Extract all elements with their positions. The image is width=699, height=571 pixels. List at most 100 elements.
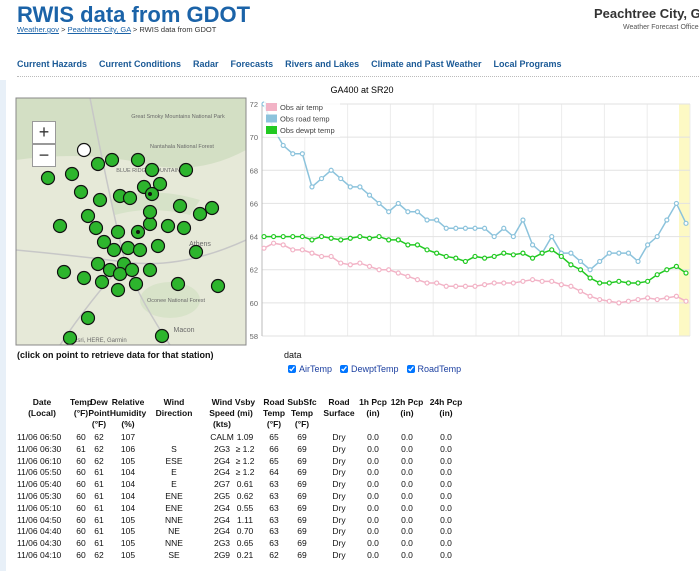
- station-marker[interactable]: [152, 240, 165, 253]
- data-point[interactable]: [406, 274, 410, 278]
- station-marker[interactable]: [134, 244, 147, 257]
- data-point[interactable]: [655, 273, 659, 277]
- data-point[interactable]: [291, 152, 295, 156]
- data-point[interactable]: [492, 235, 496, 239]
- station-marker[interactable]: [82, 210, 95, 223]
- station-marker[interactable]: [94, 194, 107, 207]
- data-point[interactable]: [483, 256, 487, 260]
- data-point[interactable]: [473, 226, 477, 230]
- data-point[interactable]: [483, 283, 487, 287]
- station-marker[interactable]: [146, 164, 159, 177]
- data-point[interactable]: [626, 251, 630, 255]
- station-marker[interactable]: [180, 164, 193, 177]
- data-point[interactable]: [674, 264, 678, 268]
- data-point[interactable]: [559, 254, 563, 258]
- toggle-label[interactable]: RoadTemp: [418, 364, 462, 374]
- station-marker[interactable]: [58, 266, 71, 279]
- data-point[interactable]: [415, 278, 419, 282]
- station-marker[interactable]: [194, 208, 207, 221]
- data-point[interactable]: [377, 268, 381, 272]
- data-point[interactable]: [579, 268, 583, 272]
- data-point[interactable]: [588, 294, 592, 298]
- station-marker-selected[interactable]: [78, 144, 91, 157]
- station-marker[interactable]: [66, 168, 79, 181]
- data-point[interactable]: [387, 238, 391, 242]
- data-point[interactable]: [521, 218, 525, 222]
- data-point[interactable]: [531, 256, 535, 260]
- data-point[interactable]: [329, 236, 333, 240]
- data-point[interactable]: [502, 251, 506, 255]
- data-point[interactable]: [454, 284, 458, 288]
- station-marker[interactable]: [178, 222, 191, 235]
- data-point[interactable]: [387, 210, 391, 214]
- data-point[interactable]: [435, 218, 439, 222]
- data-point[interactable]: [502, 226, 506, 230]
- data-point[interactable]: [502, 281, 506, 285]
- data-point[interactable]: [339, 238, 343, 242]
- data-point[interactable]: [559, 283, 563, 287]
- data-point[interactable]: [483, 226, 487, 230]
- station-marker[interactable]: [106, 154, 119, 167]
- data-point[interactable]: [540, 279, 544, 283]
- data-point[interactable]: [406, 210, 410, 214]
- data-point[interactable]: [674, 201, 678, 205]
- data-point[interactable]: [569, 263, 573, 267]
- data-point[interactable]: [492, 254, 496, 258]
- toggle[interactable]: AirTemp: [288, 364, 332, 374]
- checkbox[interactable]: [407, 365, 415, 373]
- data-point[interactable]: [617, 301, 621, 305]
- data-point[interactable]: [339, 177, 343, 181]
- data-point[interactable]: [358, 261, 362, 265]
- station-marker[interactable]: [144, 206, 157, 219]
- station-marker[interactable]: [156, 330, 169, 343]
- data-point[interactable]: [646, 296, 650, 300]
- data-point[interactable]: [511, 235, 515, 239]
- data-point[interactable]: [320, 254, 324, 258]
- data-point[interactable]: [339, 261, 343, 265]
- data-point[interactable]: [646, 243, 650, 247]
- data-point[interactable]: [550, 279, 554, 283]
- data-point[interactable]: [684, 299, 688, 303]
- data-point[interactable]: [588, 268, 592, 272]
- station-marker[interactable]: [212, 280, 225, 293]
- data-point[interactable]: [291, 248, 295, 252]
- station-marker[interactable]: [64, 332, 77, 345]
- data-point[interactable]: [310, 251, 314, 255]
- checkbox[interactable]: [288, 365, 296, 373]
- data-point[interactable]: [262, 235, 266, 239]
- zoom-in-button[interactable]: +: [32, 121, 56, 144]
- data-point[interactable]: [348, 185, 352, 189]
- data-point[interactable]: [435, 281, 439, 285]
- station-marker[interactable]: [112, 284, 125, 297]
- data-point[interactable]: [521, 251, 525, 255]
- station-marker[interactable]: [92, 158, 105, 171]
- data-point[interactable]: [684, 271, 688, 275]
- data-point[interactable]: [463, 284, 467, 288]
- data-point[interactable]: [425, 248, 429, 252]
- data-point[interactable]: [665, 296, 669, 300]
- toggle-label[interactable]: AirTemp: [299, 364, 332, 374]
- data-point[interactable]: [320, 177, 324, 181]
- station-marker[interactable]: [75, 186, 88, 199]
- data-point[interactable]: [281, 243, 285, 247]
- data-point[interactable]: [310, 238, 314, 242]
- data-point[interactable]: [636, 298, 640, 302]
- data-point[interactable]: [368, 236, 372, 240]
- data-point[interactable]: [329, 168, 333, 172]
- toggle[interactable]: RoadTemp: [407, 364, 462, 374]
- data-point[interactable]: [425, 281, 429, 285]
- data-point[interactable]: [588, 276, 592, 280]
- station-marker[interactable]: [122, 242, 135, 255]
- data-point[interactable]: [521, 279, 525, 283]
- zoom-out-button[interactable]: −: [32, 144, 56, 167]
- data-point[interactable]: [626, 281, 630, 285]
- toggle[interactable]: DewptTemp: [340, 364, 399, 374]
- data-point[interactable]: [598, 259, 602, 263]
- station-marker[interactable]: [78, 272, 91, 285]
- data-point[interactable]: [300, 248, 304, 252]
- station-marker[interactable]: [206, 202, 219, 215]
- station-marker[interactable]: [96, 276, 109, 289]
- data-point[interactable]: [272, 241, 276, 245]
- data-point[interactable]: [492, 281, 496, 285]
- data-point[interactable]: [300, 235, 304, 239]
